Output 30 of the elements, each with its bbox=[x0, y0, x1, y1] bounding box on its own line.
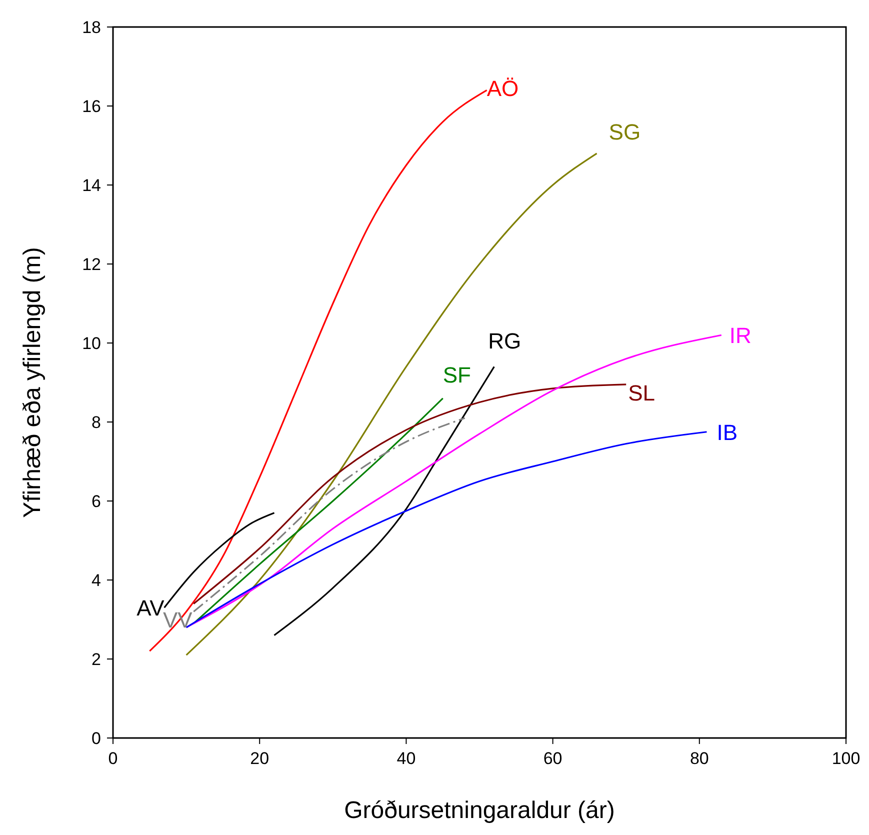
series-label: AV bbox=[136, 596, 165, 621]
line-series bbox=[192, 417, 466, 612]
series-label: SL bbox=[628, 380, 656, 406]
line-series bbox=[192, 384, 627, 604]
series-label: IR bbox=[729, 323, 752, 348]
line-series bbox=[273, 366, 495, 636]
x-tick-label: 80 bbox=[690, 749, 709, 768]
y-axis-title: Yfirhæð eða yfirlengd (m) bbox=[19, 247, 46, 518]
y-tick-label: 18 bbox=[82, 18, 101, 37]
y-tick-label: 10 bbox=[82, 334, 101, 353]
y-tick-label: 0 bbox=[92, 729, 101, 748]
y-tick-label: 6 bbox=[92, 492, 101, 511]
series-label: RG bbox=[488, 328, 522, 354]
series-label: SF bbox=[442, 362, 471, 388]
x-tick-label: 0 bbox=[108, 749, 118, 768]
series-label: IB bbox=[716, 420, 738, 445]
y-tick-label: 16 bbox=[82, 97, 101, 116]
series-label: AÖ bbox=[486, 76, 519, 102]
x-axis-title: Gróðursetningaraldur (ár) bbox=[344, 797, 615, 824]
x-tick-label: 100 bbox=[832, 749, 860, 768]
y-tick-label: 8 bbox=[92, 413, 101, 432]
y-tick-label: 12 bbox=[82, 255, 101, 274]
y-tick-label: 4 bbox=[92, 571, 101, 590]
x-tick-label: 40 bbox=[396, 749, 416, 768]
line-series bbox=[164, 512, 276, 608]
x-tick-label: 60 bbox=[543, 749, 562, 768]
y-tick-label: 2 bbox=[92, 650, 101, 669]
y-tick-label: 14 bbox=[82, 176, 101, 195]
x-tick-label: 20 bbox=[250, 749, 270, 768]
series-label: SG bbox=[608, 119, 641, 144]
